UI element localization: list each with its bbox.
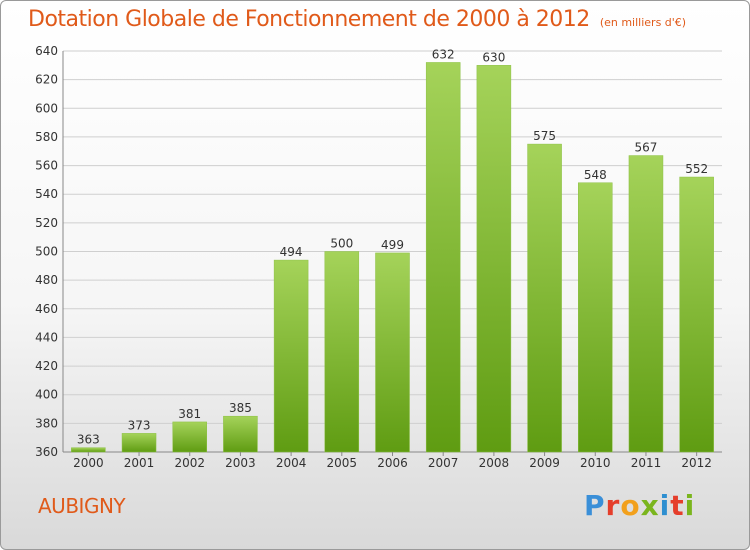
- value-label: 500: [330, 237, 353, 251]
- proxiti-logo[interactable]: Proxiti: [584, 489, 695, 522]
- x-tick-label: 2011: [631, 456, 662, 470]
- y-tick-label: 520: [35, 216, 58, 230]
- y-tick-label: 640: [35, 44, 58, 58]
- y-tick-label: 360: [35, 445, 58, 459]
- y-tick-label: 500: [35, 245, 58, 259]
- logo-letter: i: [659, 489, 671, 522]
- x-tick-label: 2005: [327, 456, 358, 470]
- chart-title-text: Dotation Globale de Fonctionnement de 20…: [28, 7, 590, 32]
- y-tick-label: 380: [35, 416, 58, 430]
- bar: [425, 62, 461, 453]
- x-tick-label: 2000: [73, 456, 104, 470]
- x-tick-label: 2008: [479, 456, 510, 470]
- x-tick-label: 2003: [225, 456, 256, 470]
- x-tick-label: 2006: [377, 456, 408, 470]
- value-label: 630: [482, 50, 505, 64]
- bar: [172, 421, 207, 453]
- units-note: (en milliers d'€): [599, 16, 687, 29]
- value-label: 385: [229, 401, 252, 415]
- logo-letter: t: [670, 489, 685, 522]
- value-label: 632: [432, 47, 455, 61]
- y-tick-label: 480: [35, 273, 58, 287]
- bar: [628, 155, 664, 453]
- chart-title: Dotation Globale de Fonctionnement de 20…: [28, 7, 686, 32]
- bar: [273, 259, 309, 453]
- value-label: 499: [381, 238, 404, 252]
- y-tick-label: 560: [35, 159, 58, 173]
- bar: [71, 447, 106, 453]
- y-tick-label: 440: [35, 330, 58, 344]
- y-tick-label: 460: [35, 302, 58, 316]
- bar: [578, 182, 613, 453]
- x-tick-label: 2007: [428, 456, 459, 470]
- logo-letter: i: [684, 489, 696, 522]
- value-label: 373: [128, 418, 151, 432]
- y-tick-label: 400: [35, 388, 58, 402]
- bar: [223, 415, 258, 453]
- bar: [324, 251, 360, 453]
- logo-letter: x: [640, 489, 660, 522]
- y-tick-label: 600: [35, 101, 58, 115]
- bar: [476, 65, 512, 453]
- logo-letter: o: [620, 489, 641, 522]
- y-tick-label: 620: [35, 73, 58, 87]
- commune-name: AUBIGNY: [38, 494, 126, 518]
- bar: [375, 252, 410, 453]
- bar: [527, 143, 562, 453]
- x-tick-label: 2002: [174, 456, 205, 470]
- x-tick-label: 2001: [124, 456, 155, 470]
- x-tick-label: 2012: [681, 456, 712, 470]
- value-label: 575: [533, 129, 556, 143]
- y-tick-label: 420: [35, 359, 58, 373]
- x-tick-label: 2010: [580, 456, 611, 470]
- value-label: 548: [584, 168, 607, 182]
- value-label: 494: [280, 245, 303, 259]
- bar: [121, 433, 157, 453]
- x-tick-label: 2004: [276, 456, 307, 470]
- x-tick-label: 2009: [529, 456, 560, 470]
- value-label: 381: [178, 407, 201, 421]
- logo-letter: r: [605, 489, 621, 522]
- logo-letter: P: [584, 489, 606, 522]
- value-label: 552: [685, 162, 708, 176]
- value-label: 363: [77, 433, 100, 447]
- bar: [679, 176, 714, 453]
- value-label: 567: [635, 141, 658, 155]
- y-tick-label: 540: [35, 187, 58, 201]
- y-tick-label: 580: [35, 130, 58, 144]
